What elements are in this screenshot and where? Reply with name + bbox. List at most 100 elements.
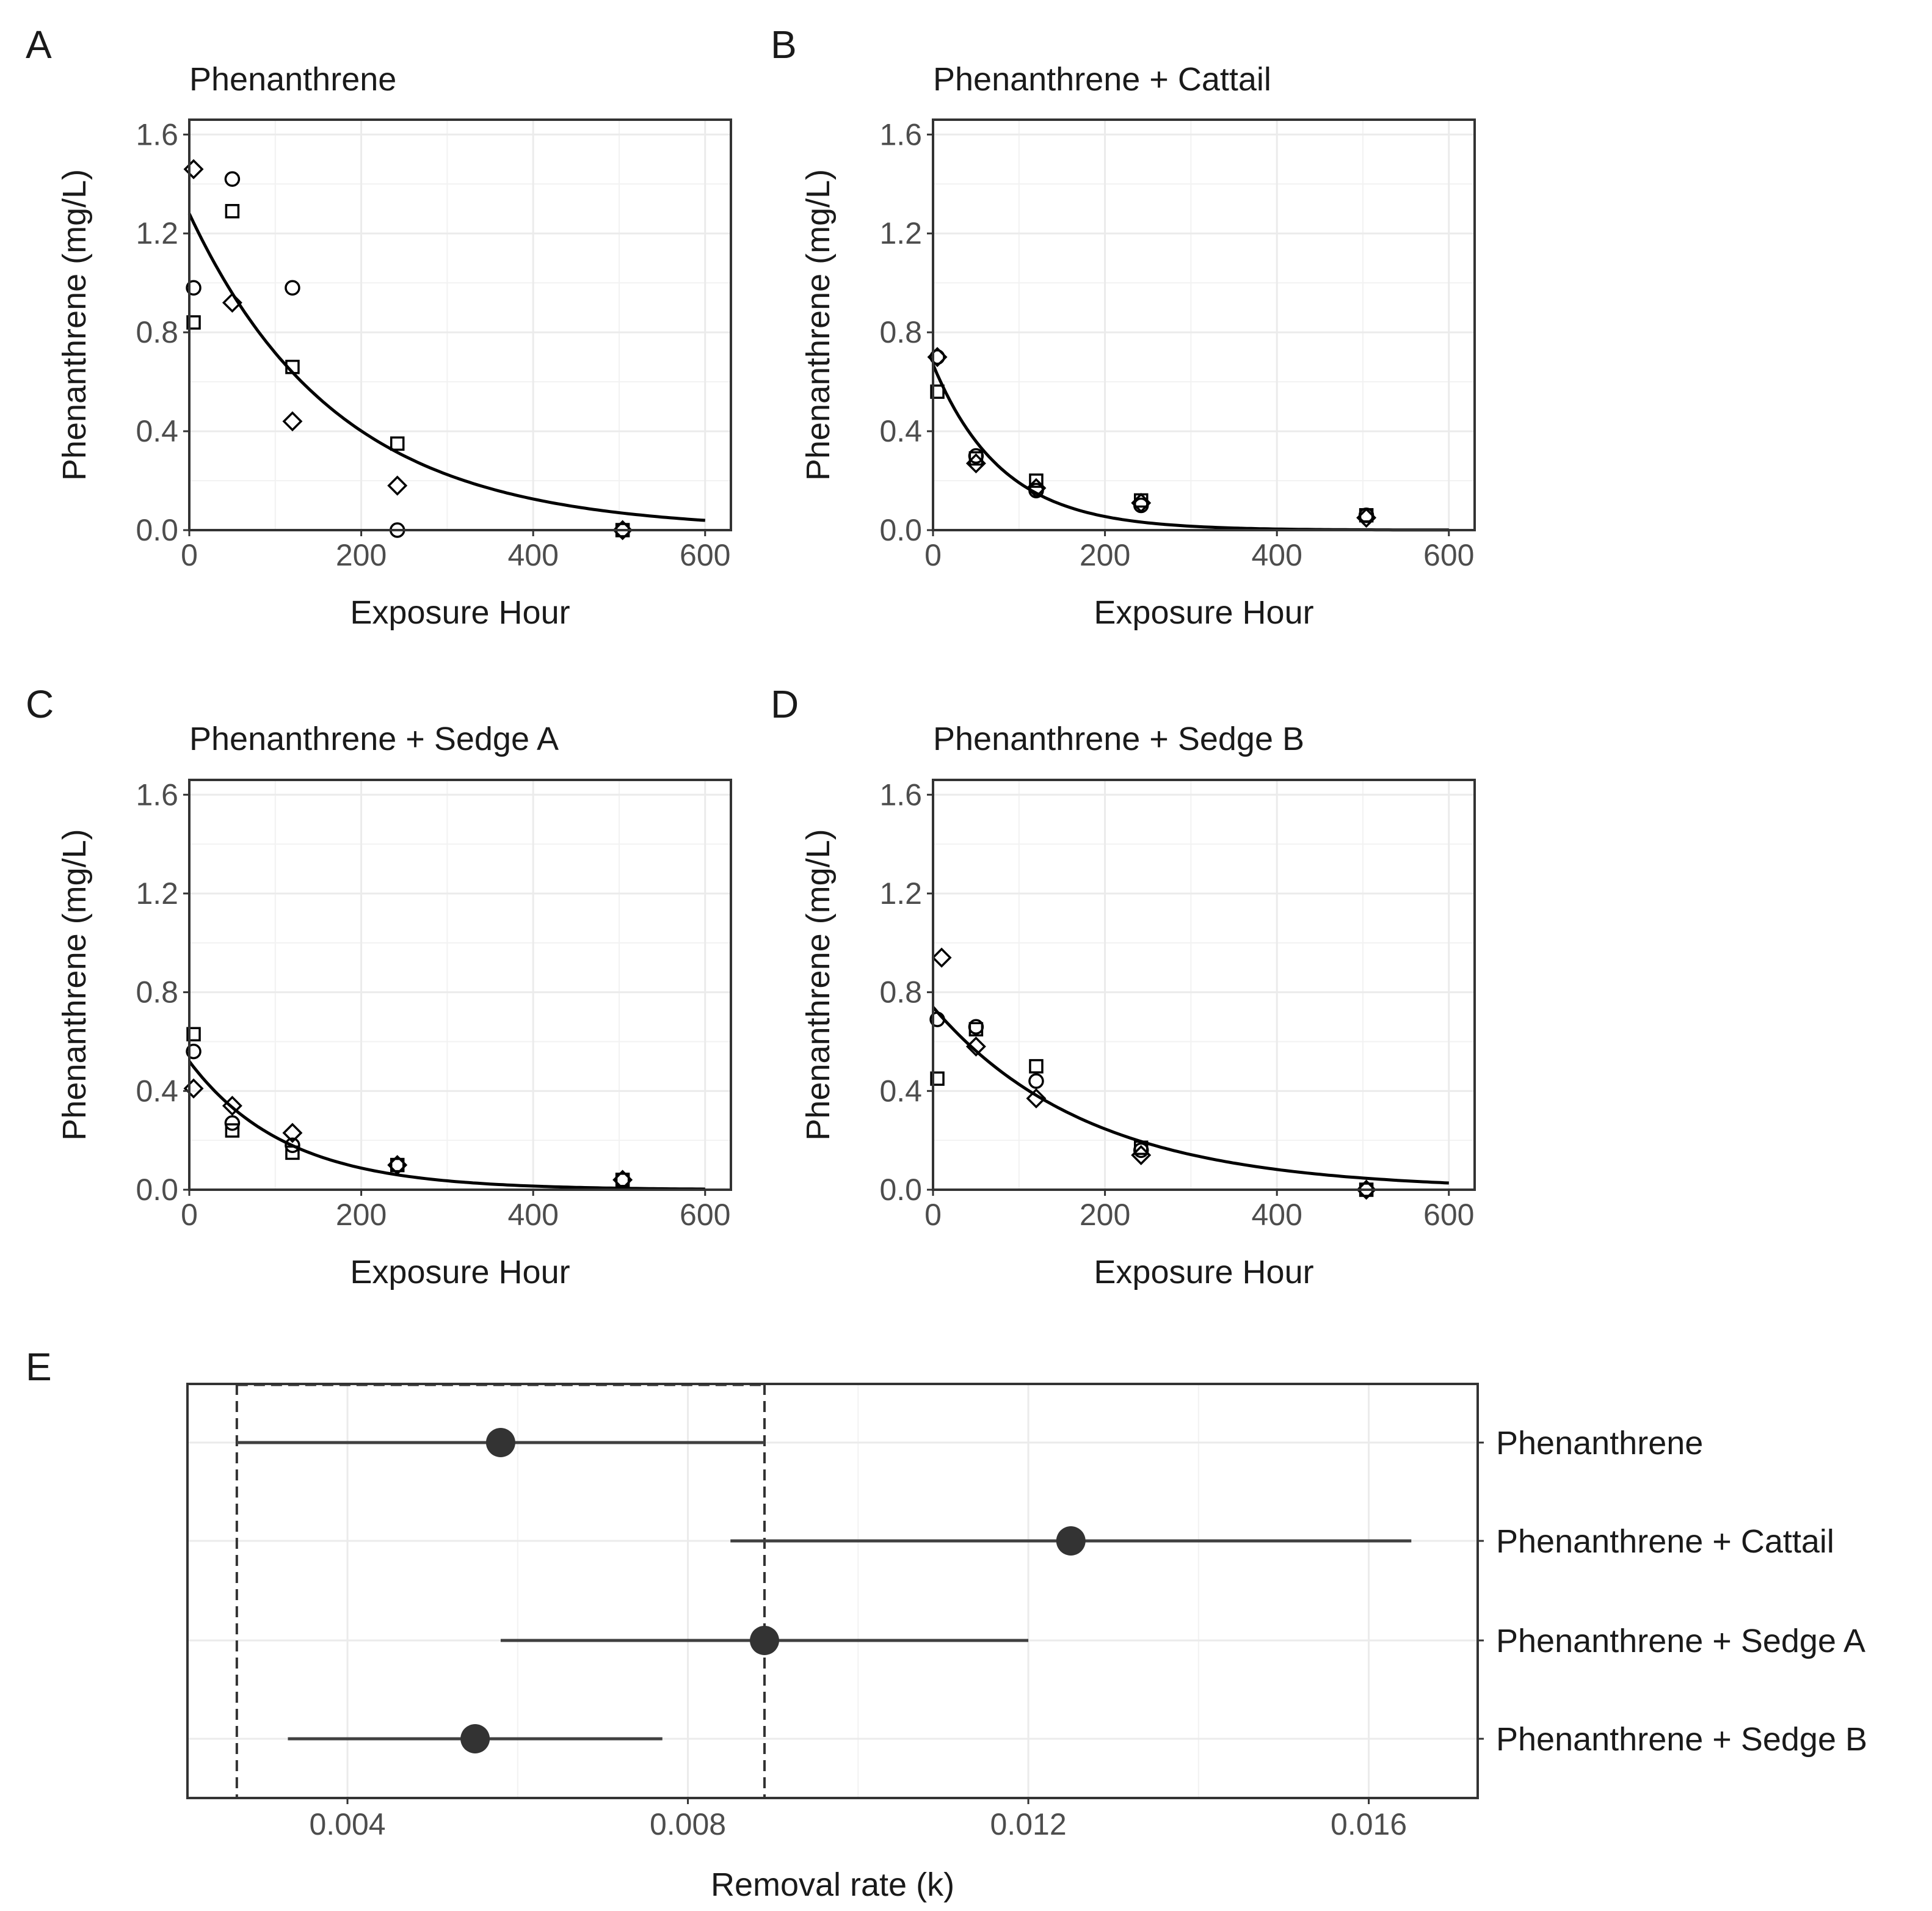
- x-tick-label: 400: [1251, 538, 1302, 572]
- x-tick-label: 0: [924, 538, 942, 572]
- data-point-diamond: [965, 1036, 986, 1057]
- y-tick-label: 0.8: [136, 975, 178, 1010]
- estimate-point: [485, 1428, 515, 1457]
- y-tick-label: 1.6: [879, 117, 922, 151]
- x-axis-label: Exposure Hour: [350, 1254, 570, 1290]
- plot-background: [933, 120, 1475, 530]
- y-tick-label: 0.4: [879, 1074, 922, 1108]
- x-axis-label: Exposure Hour: [1094, 594, 1313, 631]
- data-point-circle: [224, 1115, 241, 1131]
- y-tick-label: 0.0: [879, 1173, 922, 1207]
- x-tick-label: 600: [680, 538, 730, 572]
- plot-background: [933, 780, 1475, 1190]
- x-tick-label: 400: [507, 1198, 558, 1232]
- data-point-diamond: [183, 1078, 204, 1099]
- panel-label: A: [26, 23, 52, 67]
- data-point-square: [285, 1145, 300, 1160]
- panel-label: E: [26, 1345, 52, 1389]
- x-tick-label: 200: [1080, 1198, 1130, 1232]
- data-point-circle: [285, 1137, 300, 1153]
- data-point-diamond: [183, 159, 204, 180]
- data-point-diamond: [1356, 1179, 1377, 1200]
- data-point-circle: [389, 1157, 405, 1173]
- y-tick-label: 0.0: [879, 513, 922, 547]
- x-tick-label: 0: [924, 1198, 942, 1232]
- y-tick-label: 0.4: [136, 1074, 178, 1108]
- x-tick-label: 0.016: [1331, 1807, 1407, 1841]
- plot-background: [187, 1384, 1478, 1798]
- y-tick-label: 1.2: [879, 216, 922, 250]
- y-tick-label: 0.0: [136, 1173, 178, 1207]
- x-tick-label: 400: [1251, 1198, 1302, 1232]
- plot-background: [189, 120, 731, 530]
- data-point-square: [225, 204, 240, 219]
- x-tick-label: 200: [336, 1198, 387, 1232]
- y-axis-label: Phenanthrene (mg/L): [56, 169, 93, 481]
- y-tick-label: 1.6: [136, 777, 178, 812]
- panel-border: [186, 1383, 1479, 1799]
- x-tick-label: 200: [336, 538, 387, 572]
- data-point-diamond: [931, 947, 952, 968]
- panel-border: [932, 779, 1476, 1191]
- panel-border: [932, 118, 1476, 531]
- y-tick-label: 0.4: [136, 414, 178, 448]
- data-point-circle: [186, 280, 202, 296]
- data-point-square: [390, 436, 405, 451]
- x-tick-label: 600: [1423, 538, 1474, 572]
- data-point-diamond: [1131, 492, 1152, 513]
- y-tick-label: 1.2: [879, 876, 922, 911]
- data-point-square: [186, 1027, 201, 1042]
- data-point-diamond: [387, 475, 408, 496]
- x-axis-label: Exposure Hour: [350, 594, 570, 631]
- data-point-square: [186, 315, 201, 330]
- data-point-square: [225, 1123, 240, 1138]
- x-tick-label: 600: [680, 1198, 730, 1232]
- y-tick-label: 0.4: [879, 414, 922, 448]
- data-point-circle: [929, 349, 945, 365]
- data-point-circle: [614, 1172, 631, 1188]
- plot-background: [189, 780, 731, 1190]
- panel-border: [188, 118, 732, 531]
- fit-curve: [188, 1060, 705, 1191]
- panel-title: Phenanthrene + Sedge B: [933, 721, 1304, 757]
- panel-title: Phenanthrene: [189, 61, 396, 98]
- y-axis-label: Phenanthrene (mg/L): [800, 169, 837, 481]
- y-tick-label: 0.8: [879, 975, 922, 1010]
- data-point-square: [285, 360, 300, 374]
- y-tick-label: 0.8: [136, 315, 178, 349]
- x-tick-label: 400: [507, 538, 558, 572]
- y-axis-label: Phenanthrene (mg/L): [800, 829, 837, 1140]
- category-label: Phenanthrene + Sedge B: [1496, 1721, 1867, 1758]
- data-point-diamond: [612, 520, 633, 541]
- estimate-point: [460, 1724, 490, 1753]
- data-point-circle: [224, 171, 241, 187]
- category-label: Phenanthrene + Cattail: [1496, 1523, 1834, 1560]
- x-tick-label: 0: [181, 1198, 198, 1232]
- data-point-square: [930, 384, 945, 399]
- y-tick-label: 1.2: [136, 216, 178, 250]
- data-point-circle: [1133, 1142, 1149, 1159]
- data-point-circle: [968, 1019, 984, 1035]
- data-point-square: [1029, 1059, 1044, 1074]
- x-axis-label: Exposure Hour: [1094, 1254, 1313, 1290]
- data-point-diamond: [282, 1123, 303, 1143]
- y-tick-label: 0.0: [136, 513, 178, 547]
- x-tick-label: 0.012: [990, 1807, 1067, 1841]
- data-point-diamond: [1131, 1145, 1152, 1165]
- data-point-circle: [186, 1043, 202, 1060]
- x-tick-label: 0: [181, 538, 198, 572]
- data-point-diamond: [927, 347, 948, 368]
- data-point-diamond: [612, 1170, 633, 1190]
- panel-label: C: [26, 682, 54, 726]
- data-point-diamond: [1026, 1088, 1047, 1108]
- data-point-diamond: [387, 1155, 408, 1176]
- data-point-square: [930, 1071, 945, 1086]
- data-point-diamond: [222, 1096, 242, 1116]
- data-point-circle: [285, 280, 300, 296]
- x-tick-label: 600: [1423, 1198, 1474, 1232]
- x-tick-label: 200: [1080, 538, 1130, 572]
- data-point-circle: [1028, 1073, 1044, 1089]
- estimate-point: [1056, 1526, 1086, 1556]
- data-point-circle: [929, 1011, 945, 1027]
- panel-border: [188, 779, 732, 1191]
